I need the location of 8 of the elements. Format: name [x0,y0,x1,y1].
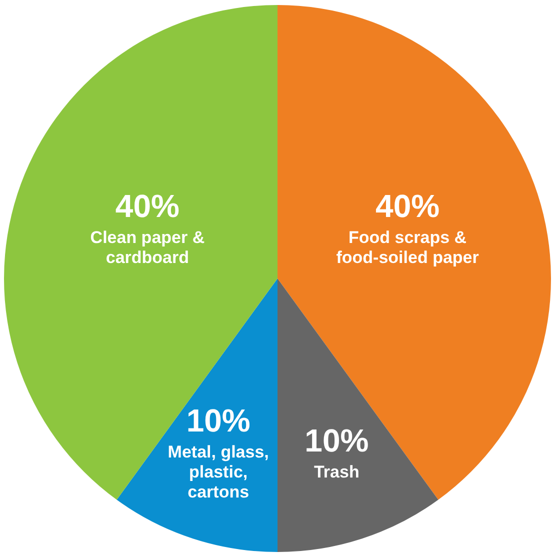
data-label: 40% [115,188,180,224]
data-label: 40% [376,188,440,224]
data-label: 10% [304,422,369,458]
slice-label: Metal, glass, plastic, cartons [168,442,269,502]
slice-label: Food scraps & food-soiled paper [336,228,480,267]
slice-label: Trash [314,462,360,482]
slice-label: Clean paper & cardboard [90,228,205,267]
data-label: 10% [186,402,250,438]
